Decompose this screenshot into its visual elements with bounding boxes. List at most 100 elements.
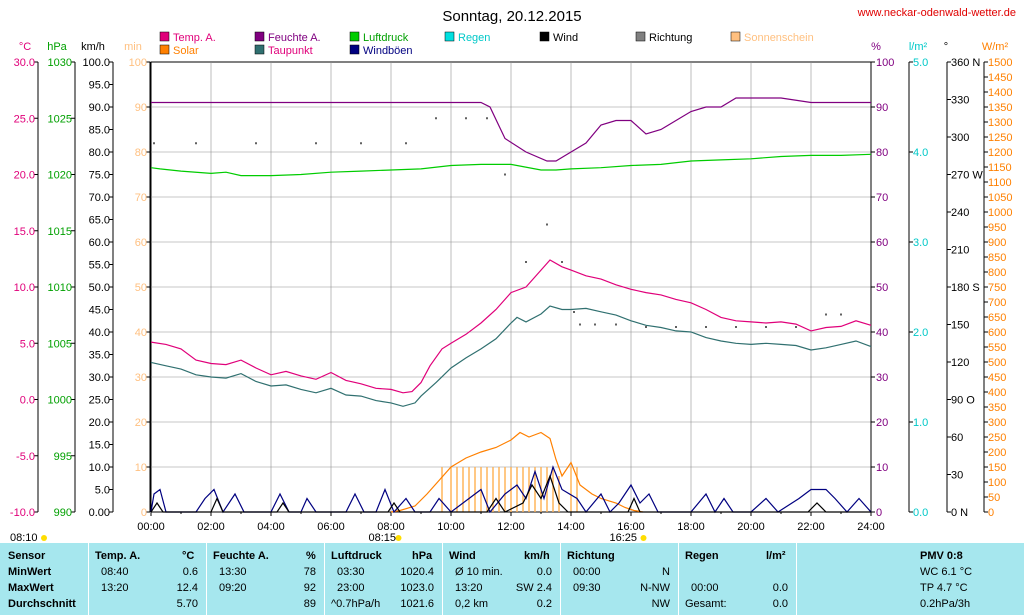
- weather-chart: Sonntag, 20.12.2015 www.neckar-odenwald-…: [10, 7, 1016, 543]
- stats-header-wind-unit: km/h: [524, 550, 550, 562]
- axis-tick-label: 80.0: [89, 147, 110, 159]
- wind-direction-dot: [315, 142, 317, 145]
- axis-tick-label: 35.0: [89, 350, 110, 362]
- axis-tick-label: 0.0: [913, 507, 928, 519]
- sun-icon: [41, 535, 47, 541]
- axis-tick-label: 1350: [988, 102, 1012, 114]
- axis-tick-label: 0: [876, 507, 882, 519]
- temp-max-value: 12.4: [176, 582, 198, 594]
- axis-tick-label: 60: [951, 432, 963, 444]
- sunrise-icon: [395, 535, 402, 541]
- axis-tick-label: 600: [988, 327, 1006, 339]
- axis-tick-label: 1250: [988, 132, 1012, 144]
- axis-tick-label: 1025: [48, 113, 72, 125]
- axis-tick-label: 10:00: [437, 521, 465, 533]
- axis-tick-label: 1030: [48, 57, 72, 69]
- wind-max-dir: SW 2.4: [515, 582, 552, 594]
- axis-tick-label: 5.0: [95, 485, 110, 497]
- wind-direction-dot: [561, 261, 563, 263]
- pmv-dewpoint: TP 4.7 °C: [920, 582, 968, 594]
- axis-tick-label: 06:00: [317, 521, 345, 533]
- axis-tick-label: 20:00: [737, 521, 765, 533]
- axis-unit: W/m²: [982, 41, 1009, 53]
- axes: °C 30.0 25.0 20.0 15.0 10.0 5.0 0.0 -5.0 -10.0 hPa…: [10, 41, 1013, 533]
- axis-tick-label: 1050: [988, 192, 1012, 204]
- legend-swatch: [730, 31, 741, 42]
- axis-tick-label: 5.0: [20, 338, 35, 350]
- legend-swatch: [635, 31, 646, 42]
- axis-tick-label: 200: [988, 447, 1006, 459]
- axis-tick-label: 10.0: [89, 462, 110, 474]
- axis-tick-label: 40.0: [89, 327, 110, 339]
- axis-tick-label: 100: [129, 57, 147, 69]
- axis-tick-label: 400: [988, 387, 1006, 399]
- axis-tick-label: 60: [876, 237, 888, 249]
- legend-label: Feuchte A.: [268, 32, 321, 44]
- axis-tick-label: 22:00: [797, 521, 825, 533]
- axis-tick-label: 24:00: [857, 521, 885, 533]
- legend-swatch: [254, 31, 265, 42]
- axis-tick-label: 50.0: [89, 282, 110, 294]
- wind-avg10-value: 0.0: [536, 566, 552, 578]
- rain-total-value: 0.0: [772, 598, 788, 610]
- axis-tick-label: 150: [951, 320, 969, 332]
- wind-direction-dot: [594, 323, 596, 326]
- axis-tick-label: 90: [135, 102, 147, 114]
- stats-header-pressure-unit: hPa: [412, 550, 433, 562]
- axis-tick-label: 16:00: [617, 521, 645, 533]
- axis-tick-label: 3.0: [913, 237, 928, 249]
- axis-tick-label: 50: [988, 492, 1000, 504]
- direction-r2-value: N-NW: [640, 582, 670, 594]
- axis-tick-label: 45.0: [89, 305, 110, 317]
- temp-min-time: 08:40: [101, 566, 129, 578]
- axis-tick-label: 800: [988, 267, 1006, 279]
- axis-tick-label: 60: [135, 237, 147, 249]
- axis-unit: l/m²: [909, 41, 928, 53]
- sunset-label: 16:25: [610, 532, 638, 543]
- axis-tick-label: 360 N: [951, 57, 980, 69]
- pressure-max-value: 1023.0: [400, 582, 434, 594]
- axis-tick-label: 300: [951, 132, 969, 144]
- wind-direction-dot: [675, 326, 677, 328]
- statistics-panel: Sensor MinWert MaxWert Durchschnitt Temp…: [0, 543, 1024, 615]
- axis-tick-label: 25.0: [14, 113, 35, 125]
- axis-tick-label: 950: [988, 222, 1006, 234]
- axis-tick-label: 30: [135, 372, 147, 384]
- wind-direction-dot: [465, 117, 467, 120]
- website-link[interactable]: www.neckar-odenwald-wetter.de: [857, 7, 1016, 19]
- legend-label: Solar: [173, 45, 199, 57]
- sunset-icon: [640, 535, 647, 541]
- chart-title: Sonntag, 20.12.2015: [442, 8, 581, 25]
- axis-tick-label: 40: [135, 327, 147, 339]
- axis-tick-label: 20.0: [89, 417, 110, 429]
- axis-unit: %: [871, 41, 881, 53]
- temp-max-time: 13:20: [101, 582, 129, 594]
- axis-tick-label: 330: [951, 95, 969, 107]
- wind-direction-dot: [435, 117, 437, 120]
- wind-direction-dot: [153, 142, 155, 145]
- legend-swatch: [444, 31, 455, 42]
- axis-unit: °C: [19, 41, 31, 53]
- humidity-min-time: 13:30: [219, 566, 247, 578]
- humidity-avg-value: 89: [303, 598, 316, 610]
- axis-tick-label: 850: [988, 252, 1006, 264]
- wind-direction-dot: [525, 261, 527, 263]
- stats-header-temp: Temp. A.: [95, 550, 141, 562]
- stats-label-avg: Durchschnitt: [8, 598, 76, 610]
- axis-tick-label: 25.0: [89, 395, 110, 407]
- axis-tick-label: 0 N: [951, 507, 968, 519]
- axis-tick-label: 0.0: [20, 395, 35, 407]
- axis-tick-label: 95.0: [89, 80, 110, 92]
- legend-swatch: [349, 44, 360, 55]
- axis-tick-label: 1500: [988, 57, 1012, 69]
- axis-tick-label: 70: [876, 192, 888, 204]
- pressure-min-time: 03:30: [337, 566, 365, 578]
- direction-r3-value: NW: [651, 598, 670, 610]
- axis-tick-label: 180 S: [951, 282, 980, 294]
- series-taupunkt-line: [150, 305, 872, 407]
- rain-r2-time: 00:00: [691, 582, 719, 594]
- rain-total-label: Gesamt:: [685, 598, 727, 610]
- wind-direction-dot: [546, 223, 548, 226]
- axis-tick-label: 350: [988, 402, 1006, 414]
- wind-direction-dot: [405, 142, 407, 145]
